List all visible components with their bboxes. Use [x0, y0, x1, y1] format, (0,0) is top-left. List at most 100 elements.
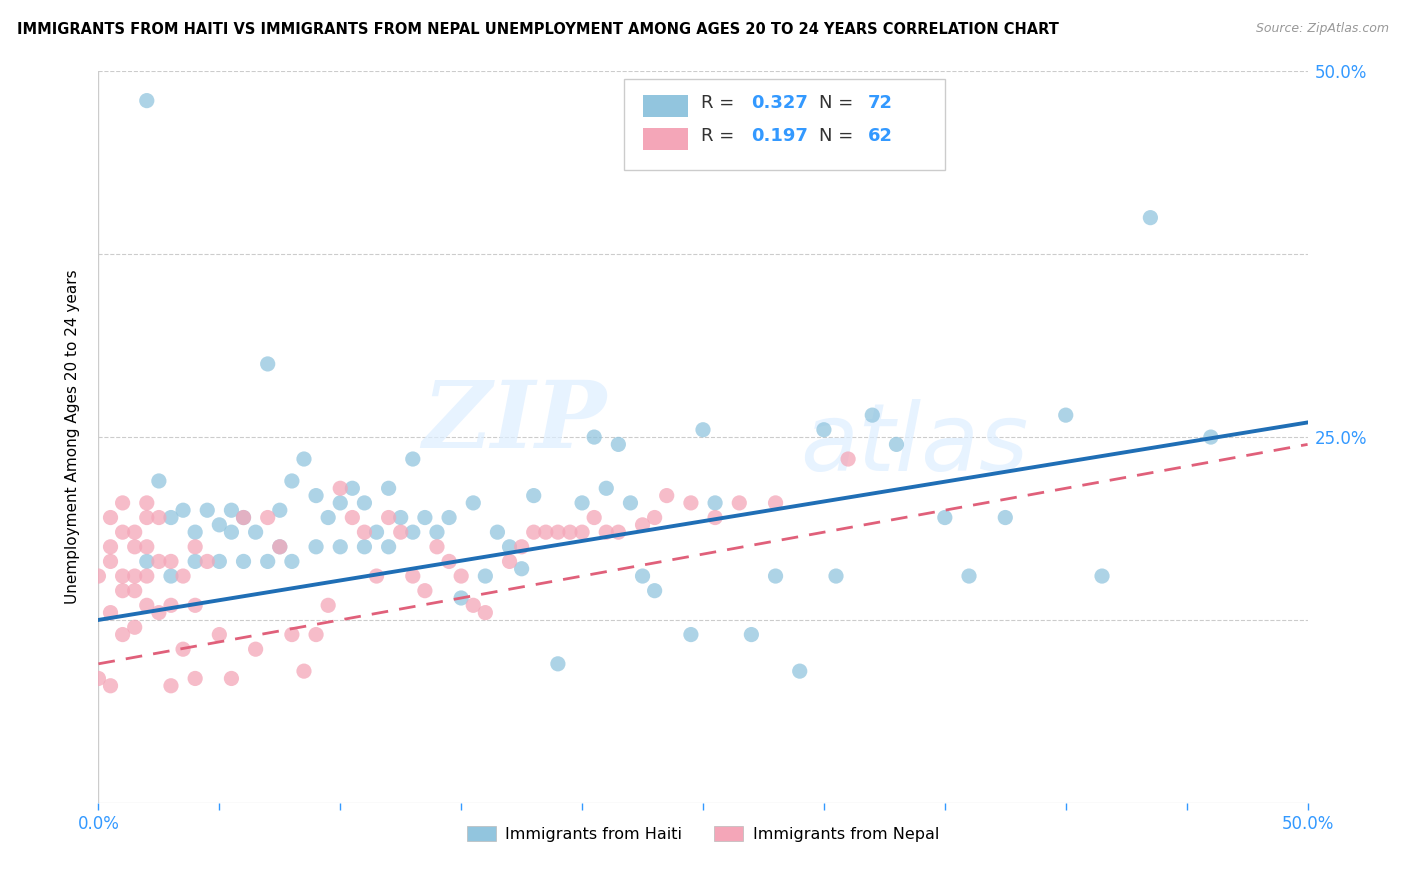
Point: [245, 642, 267, 657]
Point: [607, 525, 630, 540]
Point: [148, 510, 170, 524]
Point: [789, 664, 811, 678]
Point: [631, 569, 654, 583]
Point: [292, 664, 315, 678]
Point: [860, 408, 883, 422]
Point: [160, 599, 183, 613]
Point: [498, 540, 520, 554]
Point: [571, 496, 593, 510]
Point: [135, 599, 157, 613]
Point: [583, 510, 606, 524]
Text: 72: 72: [868, 94, 893, 112]
Point: [100, 606, 122, 620]
Text: IMMIGRANTS FROM HAITI VS IMMIGRANTS FROM NEPAL UNEMPLOYMENT AMONG AGES 20 TO 24 : IMMIGRANTS FROM HAITI VS IMMIGRANTS FROM…: [17, 22, 1059, 37]
Point: [245, 525, 267, 540]
Point: [124, 620, 146, 634]
Point: [498, 554, 520, 568]
Point: [135, 569, 157, 583]
Point: [523, 489, 546, 503]
Point: [111, 525, 134, 540]
Point: [377, 540, 399, 554]
Point: [329, 496, 352, 510]
Point: [704, 496, 727, 510]
Point: [523, 525, 546, 540]
Point: [135, 510, 157, 524]
Point: [765, 569, 787, 583]
Point: [305, 540, 328, 554]
Point: [111, 627, 134, 641]
Point: [124, 569, 146, 583]
Point: [269, 540, 291, 554]
Point: [281, 627, 304, 641]
Point: [208, 554, 231, 568]
Point: [437, 510, 460, 524]
Point: [547, 525, 569, 540]
Point: [124, 525, 146, 540]
Point: [342, 481, 364, 495]
Point: [366, 525, 388, 540]
Point: [413, 583, 436, 598]
Point: [316, 510, 339, 524]
Point: [281, 474, 304, 488]
Point: [256, 510, 278, 524]
Point: [342, 510, 364, 524]
Point: [135, 94, 157, 108]
Point: [704, 510, 727, 524]
Point: [583, 430, 606, 444]
Point: [100, 679, 122, 693]
Text: N =: N =: [820, 94, 859, 112]
Point: [740, 627, 762, 641]
Point: [100, 540, 122, 554]
Point: [111, 569, 134, 583]
Point: [195, 554, 218, 568]
Point: [1199, 430, 1222, 444]
Point: [87, 569, 110, 583]
Text: R =: R =: [700, 127, 740, 145]
Point: [87, 672, 110, 686]
Point: [221, 672, 243, 686]
Point: [135, 496, 157, 510]
Point: [534, 525, 557, 540]
Point: [124, 583, 146, 598]
Point: [172, 642, 194, 657]
Point: [571, 525, 593, 540]
Point: [595, 481, 617, 495]
Point: [547, 657, 569, 671]
Point: [160, 554, 183, 568]
Point: [148, 474, 170, 488]
Point: [607, 437, 630, 451]
Point: [450, 591, 472, 605]
Point: [692, 423, 714, 437]
Point: [353, 525, 375, 540]
Point: [934, 510, 956, 524]
Point: [135, 554, 157, 568]
Bar: [643, 95, 689, 118]
Point: [765, 496, 787, 510]
Point: [389, 510, 412, 524]
Point: [232, 510, 254, 524]
Point: [377, 481, 399, 495]
Point: [124, 540, 146, 554]
Point: [825, 569, 848, 583]
Point: [292, 452, 315, 467]
Point: [208, 517, 231, 532]
Point: [558, 525, 581, 540]
Point: [160, 569, 183, 583]
Point: [221, 503, 243, 517]
Point: [111, 583, 134, 598]
Point: [679, 627, 702, 641]
Text: 0.327: 0.327: [751, 94, 808, 112]
Point: [100, 510, 122, 524]
Point: [100, 554, 122, 568]
Point: [160, 679, 183, 693]
Point: [413, 510, 436, 524]
Point: [269, 503, 291, 517]
Point: [644, 510, 666, 524]
Point: [402, 525, 425, 540]
Point: [1139, 211, 1161, 225]
Point: [184, 525, 207, 540]
FancyBboxPatch shape: [624, 78, 945, 170]
Point: [463, 599, 485, 613]
Point: [377, 510, 399, 524]
Point: [1054, 408, 1077, 422]
